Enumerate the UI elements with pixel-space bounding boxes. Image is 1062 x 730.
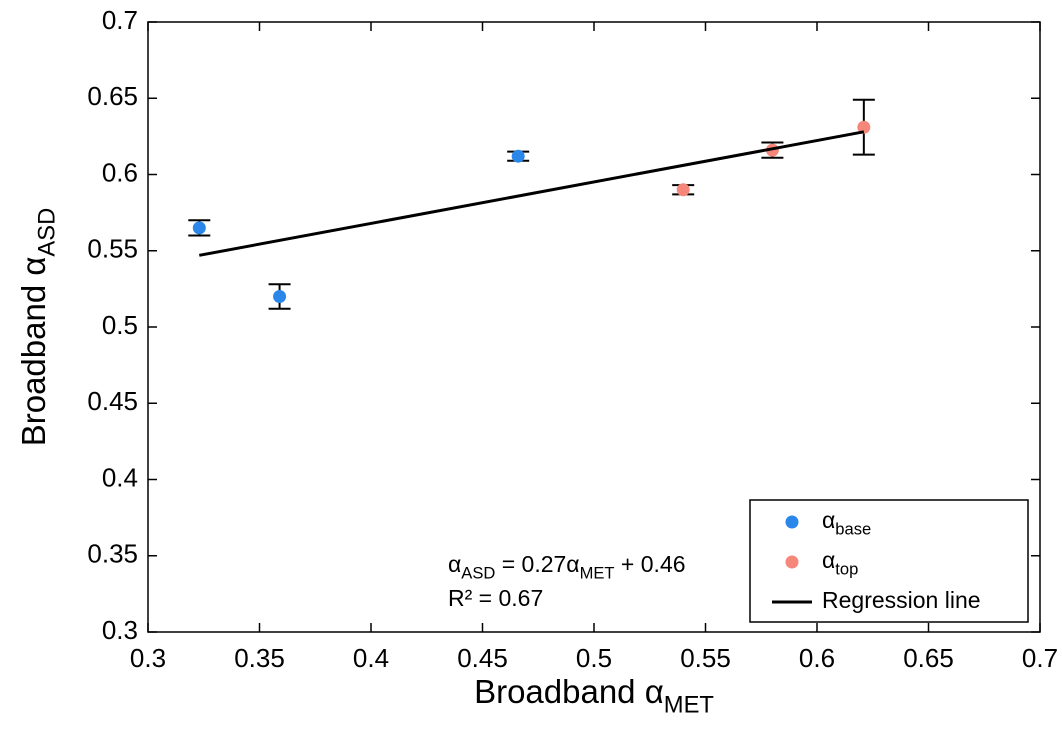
x-tick-label: 0.3: [130, 643, 166, 673]
y-tick-label: 0.3: [102, 615, 138, 645]
x-tick-label: 0.5: [576, 643, 612, 673]
subscript: ASD: [34, 208, 61, 257]
x-tick-label: 0.45: [457, 643, 508, 673]
x-tick-label: 0.4: [353, 643, 389, 673]
legend-label: αtop: [822, 547, 858, 579]
point: [192, 221, 206, 235]
text-part: Broadband α: [15, 257, 52, 447]
x-axis-label: Broadband αMET: [474, 673, 714, 719]
y-tick-label: 0.55: [87, 234, 138, 264]
y-tick-label: 0.35: [87, 539, 138, 569]
x-tick-label: 0.35: [234, 643, 285, 673]
legend-swatch: [785, 515, 799, 529]
text-part: α: [448, 551, 461, 577]
y-tick-label: 0.4: [102, 462, 138, 492]
x-tick-label: 0.55: [680, 643, 731, 673]
legend-label: αbase: [822, 507, 871, 539]
text-part: + 0.46: [615, 551, 686, 577]
point: [857, 120, 871, 134]
text-part: Broadband α: [474, 673, 664, 710]
y-tick-label: 0.7: [102, 5, 138, 35]
regression-line: [199, 130, 865, 257]
legend-label: Regression line: [822, 587, 981, 613]
x-tick-label: 0.7: [1022, 643, 1058, 673]
point: [273, 290, 287, 303]
text-part: α: [822, 547, 835, 573]
x-tick-label: 0.6: [799, 643, 835, 673]
text-part: = 0.27α: [495, 551, 579, 577]
point: [511, 149, 525, 163]
subscript: MET: [664, 692, 714, 719]
x-tick-label: 0.65: [903, 643, 954, 673]
text-part: R² = 0.67: [448, 585, 543, 611]
subscript: ASD: [461, 564, 495, 583]
annotation: αASD = 0.27αMET + 0.46: [448, 551, 686, 583]
subscript: base: [835, 520, 871, 539]
text-part: α: [822, 507, 835, 533]
y-axis-label: Broadband αASD: [15, 208, 61, 447]
subscript: top: [835, 560, 858, 579]
annotation: R² = 0.67: [448, 585, 543, 611]
legend-swatch: [785, 555, 799, 569]
y-tick-label: 0.5: [102, 310, 138, 340]
subscript: MET: [580, 564, 615, 583]
point: [676, 183, 690, 197]
y-tick-label: 0.65: [87, 81, 138, 111]
y-tick-label: 0.45: [87, 386, 138, 416]
y-tick-label: 0.6: [102, 157, 138, 187]
